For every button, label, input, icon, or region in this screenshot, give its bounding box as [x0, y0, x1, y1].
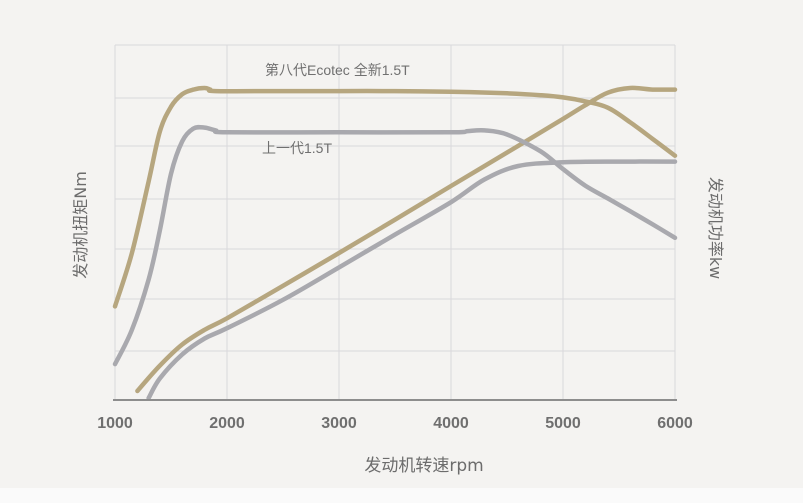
x-tick-label: 2000 [209, 415, 245, 432]
x-tick-label: 1000 [97, 415, 133, 432]
torque-line-old [112, 124, 678, 367]
series-label-old: 上一代1.5T [262, 140, 332, 156]
torque-line-new [112, 85, 678, 309]
x-tick-label: 5000 [545, 415, 581, 432]
series-layer [112, 85, 678, 401]
y-axis-right-title: 发动机功率kw [706, 177, 725, 279]
power-line-new [135, 85, 678, 394]
x-tick-label: 3000 [321, 415, 357, 432]
x-tick-label: 4000 [433, 415, 469, 432]
grid-layer [114, 44, 676, 400]
x-tick-label: 6000 [657, 415, 693, 432]
x-axis-title: 发动机转速rpm [364, 456, 483, 476]
series-label-new: 第八代Ecotec 全新1.5T [265, 62, 410, 78]
y-axis-left-title: 发动机扭矩Nm [71, 171, 90, 279]
axis-layer: 1000 2000 3000 4000 5000 6000 [97, 399, 693, 432]
